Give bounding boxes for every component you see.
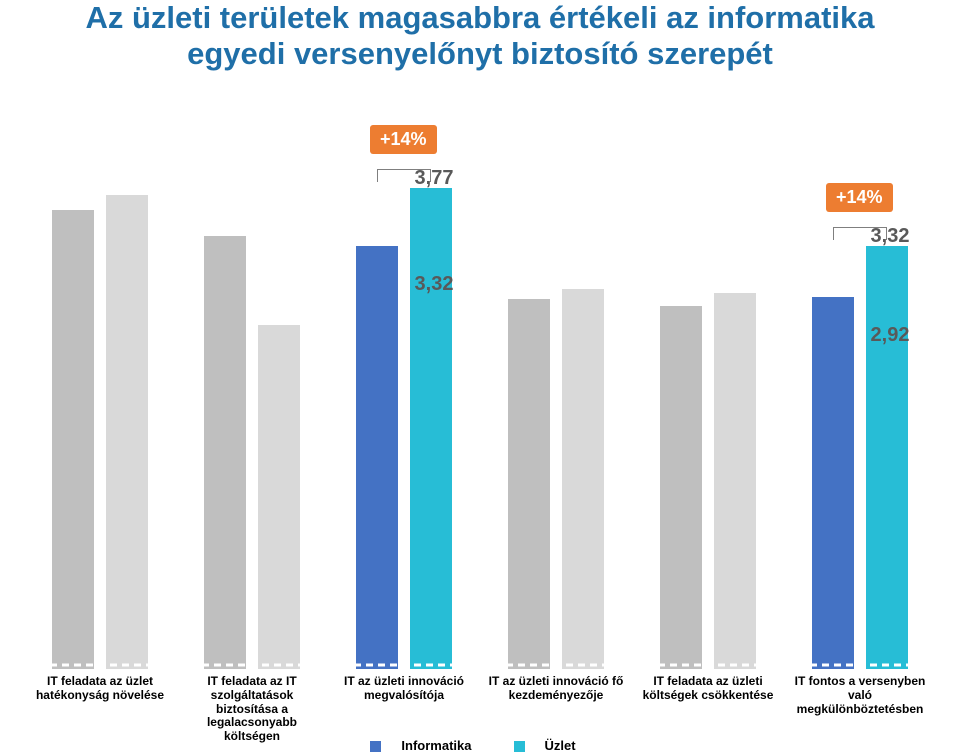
legend-swatch bbox=[370, 741, 381, 752]
bar-uzlet bbox=[106, 195, 148, 669]
slide-title: Az üzleti területek magasabbra értékeli … bbox=[0, 0, 960, 71]
bar-uzlet bbox=[562, 289, 604, 669]
bar-uzlet bbox=[866, 246, 908, 669]
legend-swatch bbox=[514, 741, 525, 752]
legend-item: Üzlet bbox=[514, 738, 590, 753]
title-line-2: egyedi versenyelőnyt biztosító szerepét bbox=[0, 36, 960, 72]
callout-badge: +14% bbox=[370, 125, 437, 154]
bar-uzlet bbox=[714, 293, 756, 669]
value-label: 3,32 bbox=[384, 273, 484, 296]
bar-informatika bbox=[812, 297, 854, 669]
legend-label: Üzlet bbox=[545, 738, 576, 753]
bar-informatika bbox=[52, 210, 94, 669]
bar-informatika bbox=[204, 236, 246, 670]
x-label: IT feladata az üzlet hatékonyság növelés… bbox=[30, 675, 170, 703]
title-line-1: Az üzleti területek magasabbra értékeli … bbox=[0, 0, 960, 36]
value-label: 2,92 bbox=[840, 324, 940, 347]
x-label: IT feladata az üzleti költségek csökkent… bbox=[638, 675, 778, 703]
legend: Informatika Üzlet bbox=[0, 738, 960, 753]
value-label: 3,77 bbox=[384, 167, 484, 190]
x-label: IT az üzleti innováció fő kezdeményezője bbox=[486, 675, 626, 703]
value-label: 3,32 bbox=[840, 225, 940, 248]
x-label: IT az üzleti innováció megvalósítója bbox=[334, 675, 474, 703]
callout-badge: +14% bbox=[826, 183, 893, 212]
bar-informatika bbox=[508, 299, 550, 669]
bar-informatika bbox=[660, 306, 702, 669]
slide: Az üzleti területek magasabbra értékeli … bbox=[0, 0, 960, 755]
x-label: IT fontos a versenyben való megkülönbözt… bbox=[790, 675, 930, 716]
bar-chart: IT feladata az üzlet hatékonyság növelés… bbox=[0, 89, 960, 755]
x-label: IT feladata az IT szolgáltatások biztosí… bbox=[182, 675, 322, 744]
legend-label: Informatika bbox=[401, 738, 471, 753]
bar-uzlet bbox=[258, 325, 300, 669]
bar-informatika bbox=[356, 246, 398, 669]
bar-groups bbox=[0, 159, 960, 669]
legend-item: Informatika bbox=[370, 738, 485, 753]
bar-uzlet bbox=[410, 188, 452, 669]
